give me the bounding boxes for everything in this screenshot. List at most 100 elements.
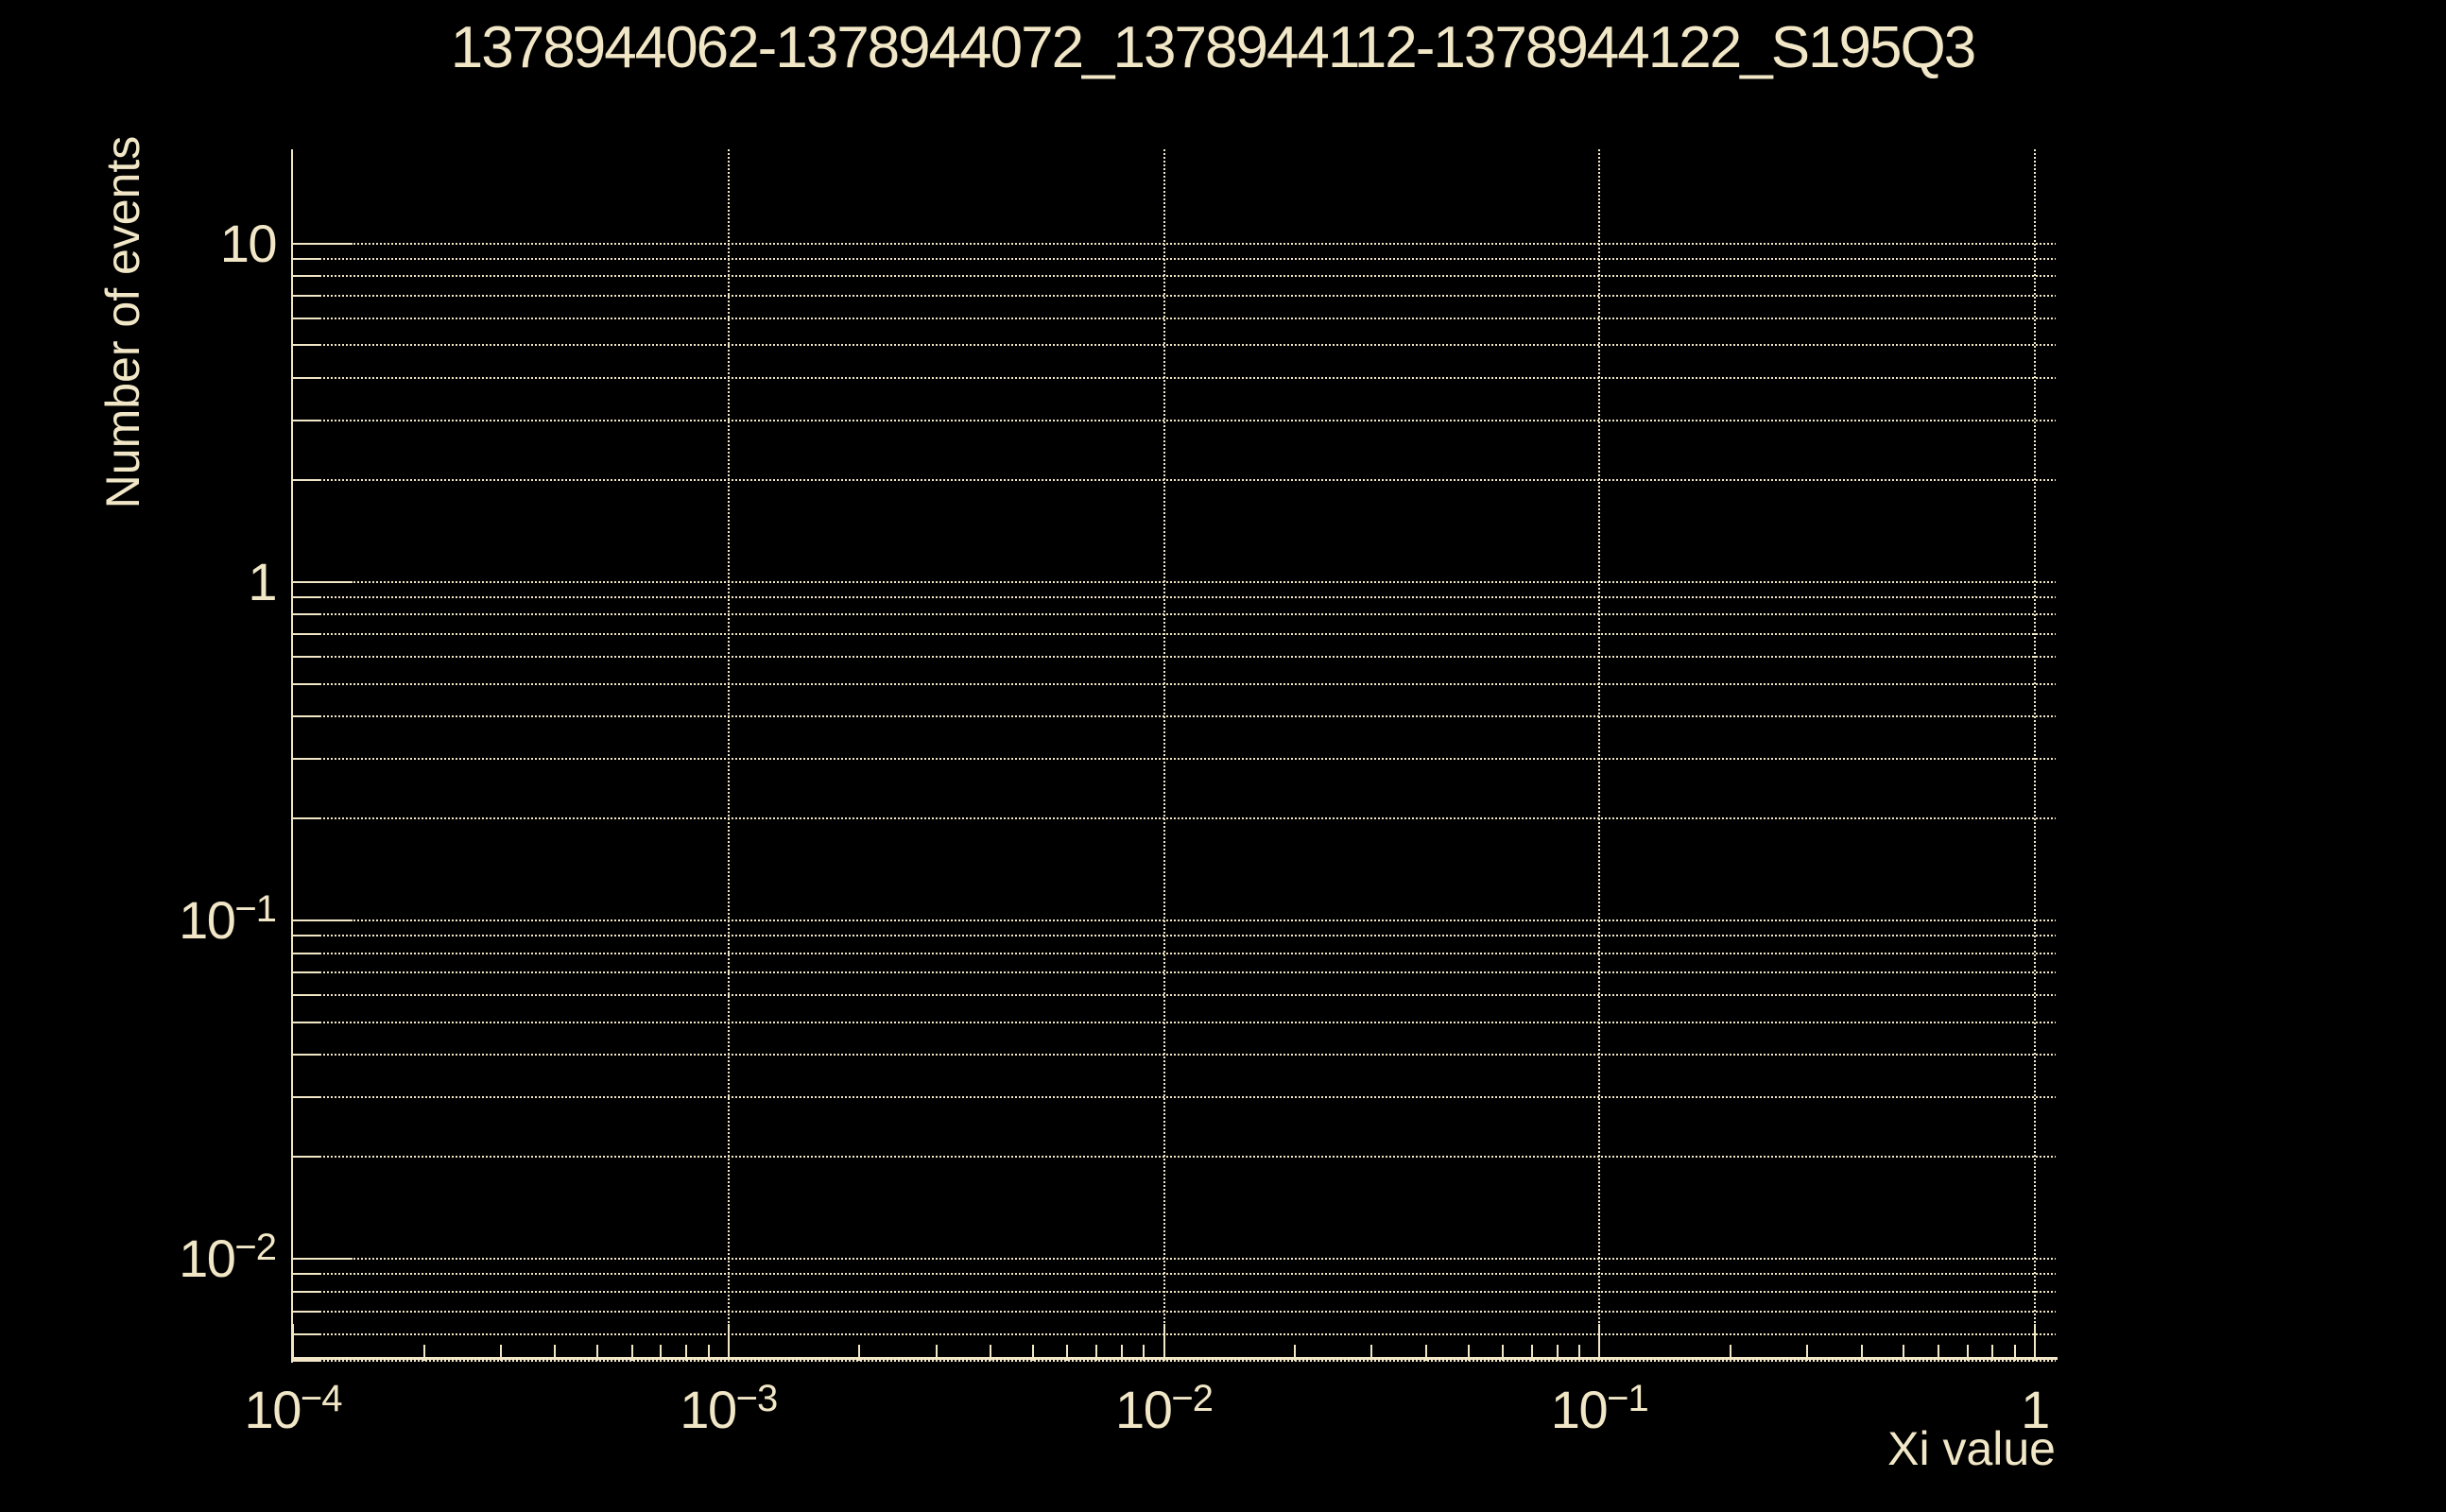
x-tick <box>1729 1345 1731 1361</box>
x-tick <box>660 1345 663 1361</box>
x-tick <box>685 1345 688 1361</box>
y-tick <box>293 1096 321 1099</box>
x-tick <box>1966 1345 1969 1361</box>
x-tick <box>499 1345 502 1361</box>
y-tick <box>293 1273 321 1276</box>
y-tick <box>293 580 353 583</box>
y-gridline <box>293 1290 2056 1293</box>
y-gridline <box>293 817 2056 820</box>
y-gridline <box>293 971 2056 974</box>
y-tick <box>293 344 321 347</box>
chart-title: 1378944062-1378944072_1378944112-1378944… <box>450 15 1976 80</box>
x-tick <box>1903 1345 1905 1361</box>
y-gridline <box>293 757 2056 760</box>
y-tick <box>293 715 321 718</box>
y-tick <box>293 257 321 260</box>
y-tick-label: 10−1 <box>179 887 277 950</box>
x-tick <box>1143 1345 1145 1361</box>
y-tick-label: 1 <box>248 551 277 611</box>
y-gridline <box>293 275 2056 278</box>
y-axis-title: Number of events <box>96 135 149 509</box>
y-tick <box>293 994 321 997</box>
y-gridline <box>293 1332 2056 1335</box>
y-gridline <box>293 994 2056 997</box>
x-tick <box>596 1345 599 1361</box>
x-gridline <box>1598 149 1601 1361</box>
y-tick <box>293 919 353 921</box>
x-tick <box>1991 1345 1994 1361</box>
y-tick <box>293 317 321 319</box>
y-tick <box>293 1021 321 1023</box>
y-tick-label: 10 <box>219 213 278 273</box>
x-tick-label: 10−2 <box>1115 1378 1214 1439</box>
y-tick <box>293 275 321 278</box>
x-tick <box>1120 1345 1123 1361</box>
x-tick-label: 10−1 <box>1550 1378 1649 1439</box>
y-gridline <box>293 294 2056 297</box>
y-tick <box>293 596 321 599</box>
x-tick <box>1937 1345 1939 1361</box>
x-tick <box>1031 1345 1034 1361</box>
y-gridline <box>293 1310 2056 1313</box>
x-tick <box>1578 1345 1581 1361</box>
x-tick <box>2034 1324 2036 1361</box>
x-tick <box>554 1345 557 1361</box>
x-tick-label: 1 <box>2021 1380 2050 1439</box>
x-tick <box>935 1345 938 1361</box>
x-tick <box>707 1345 710 1361</box>
x-tick-label: 10−4 <box>244 1378 343 1439</box>
x-tick <box>1294 1345 1297 1361</box>
x-tick <box>2013 1345 2016 1361</box>
y-gridline <box>293 596 2056 599</box>
y-gridline <box>293 1096 2056 1099</box>
y-tick <box>293 1332 321 1335</box>
y-gridline <box>293 242 2056 245</box>
x-tick-label: 10−3 <box>680 1378 778 1439</box>
x-tick <box>1860 1345 1863 1361</box>
x-tick <box>1163 1324 1165 1361</box>
x-tick <box>727 1324 730 1361</box>
x-tick <box>630 1345 633 1361</box>
x-tick <box>1370 1345 1373 1361</box>
y-gridline <box>293 1273 2056 1276</box>
y-tick <box>293 935 321 937</box>
y-gridline <box>293 633 2056 636</box>
y-tick <box>293 682 321 685</box>
y-gridline <box>293 580 2056 583</box>
y-tick <box>293 952 321 954</box>
y-gridline <box>293 257 2056 260</box>
y-tick <box>293 656 321 659</box>
y-gridline <box>293 1156 2056 1159</box>
plot-area <box>292 149 2056 1362</box>
y-tick <box>293 817 321 820</box>
x-tick <box>1598 1324 1601 1361</box>
x-tick <box>1530 1345 1533 1361</box>
y-tick <box>293 1310 321 1313</box>
y-tick <box>293 1054 321 1057</box>
y-tick <box>293 757 321 760</box>
y-tick <box>293 294 321 297</box>
y-tick <box>293 478 321 481</box>
y-gridline <box>293 1359 2056 1362</box>
y-tick <box>293 1290 321 1293</box>
x-tick <box>1095 1345 1098 1361</box>
x-axis-line <box>291 1357 2058 1360</box>
y-tick <box>293 419 321 421</box>
x-gridline <box>1163 149 1165 1361</box>
x-gridline <box>2034 149 2036 1361</box>
y-tick <box>293 1156 321 1159</box>
y-tick <box>293 971 321 974</box>
y-tick <box>293 633 321 636</box>
y-gridline <box>293 952 2056 954</box>
x-tick <box>1556 1345 1559 1361</box>
y-gridline <box>293 613 2056 616</box>
y-gridline <box>293 935 2056 937</box>
x-tick <box>292 1324 294 1361</box>
x-axis-title: Xi value <box>1887 1422 2056 1475</box>
y-tick <box>293 1258 353 1261</box>
x-gridline <box>727 149 730 1361</box>
y-tick <box>293 242 353 245</box>
y-gridline <box>293 919 2056 921</box>
y-gridline <box>293 377 2056 380</box>
x-tick <box>1424 1345 1427 1361</box>
